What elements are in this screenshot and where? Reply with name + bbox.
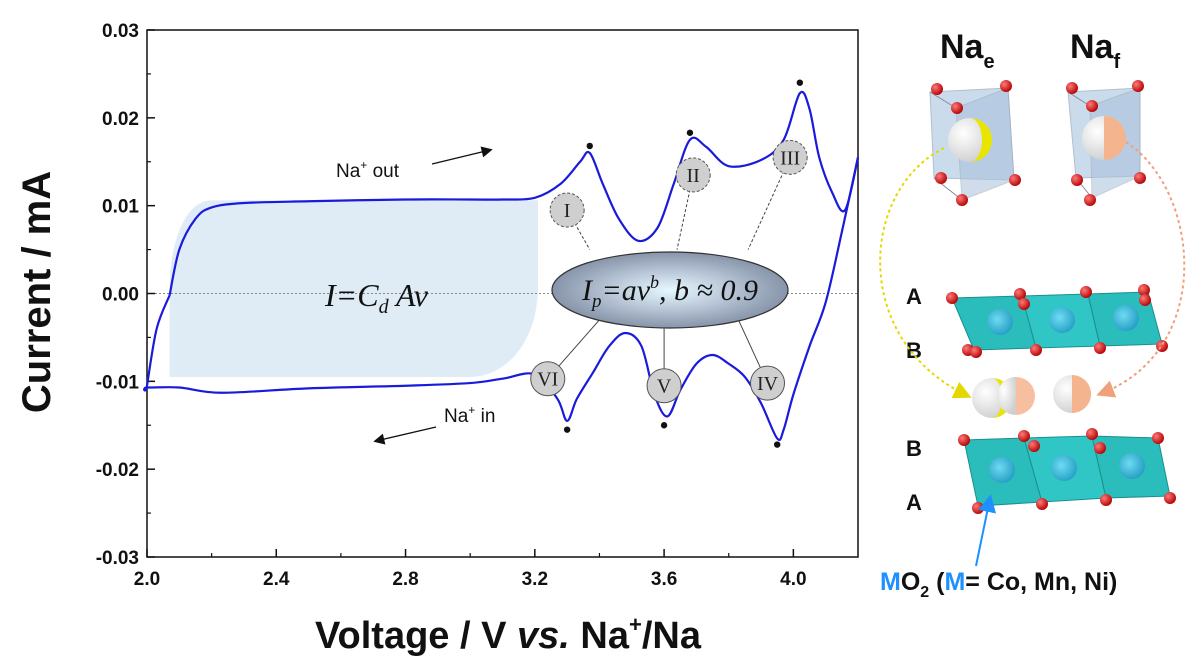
na-in-arrow xyxy=(373,426,437,445)
cv-chart: 2.0 2.4 2.8 3.2 3.6 4.0 -0.03 -0.02 -0.01 0.00 0.… xyxy=(15,21,860,657)
peak-label: I xyxy=(564,200,571,222)
peak-marker xyxy=(686,129,694,136)
peak-label-badge xyxy=(750,365,786,401)
y-tick-label: -0.03 xyxy=(96,548,139,569)
y-axis: -0.03 -0.02 -0.01 0.00 0.01 0.02 0.03 xyxy=(96,21,155,569)
peak-marker xyxy=(774,441,781,448)
na-e-label: Nae xyxy=(940,28,995,73)
x-tick-label: 4.0 xyxy=(780,569,806,590)
layer-label-b-bottom: B xyxy=(906,436,922,461)
x-tick-label: 2.4 xyxy=(263,569,290,590)
y-tick-label: -0.01 xyxy=(96,372,140,393)
y-tick-label: 0.02 xyxy=(102,109,139,130)
layer-label-a-bottom: A xyxy=(906,490,922,515)
peak-marker xyxy=(563,426,571,433)
na-f-prism xyxy=(1066,80,1146,206)
peak-marker xyxy=(796,79,804,86)
peak-label: III xyxy=(780,147,800,169)
capacitive-region xyxy=(169,200,539,377)
x-axis-title: Voltage / V vs. Na+/Na xyxy=(315,612,702,657)
peak-markers xyxy=(563,79,804,448)
x-tick-label: 3.2 xyxy=(522,569,548,590)
y-axis-title: Current / mA xyxy=(15,171,59,413)
mo2-layer-bottom xyxy=(958,428,1176,514)
mo2-formula: MO2 (M= Co, Mn, Ni) xyxy=(880,568,1117,601)
na-f-label: Naf xyxy=(1070,28,1120,73)
x-tick-label: 2.0 xyxy=(134,569,160,590)
capacitive-equation: I=Cd Av xyxy=(324,277,429,318)
x-tick-label: 3.6 xyxy=(651,569,677,590)
na-f-migration-arrow xyxy=(1096,141,1186,398)
na-e-prism xyxy=(929,80,1021,206)
peak-label: II xyxy=(687,165,700,187)
mo2-pointer-arrow xyxy=(975,494,996,567)
discharge-curve xyxy=(143,157,860,442)
peak-label-badge xyxy=(646,368,682,404)
layer-label-b-top: B xyxy=(906,338,922,363)
peak-equation: Ip=avb, b ≈ 0.9 xyxy=(581,272,758,312)
peak-label: VI xyxy=(537,369,558,391)
na-e-migration-arrow xyxy=(879,147,972,399)
peak-label-badge xyxy=(530,361,566,397)
mo2-layer-top xyxy=(946,284,1168,358)
peak-equation-ellipse xyxy=(551,251,789,329)
interlayer-na-ions xyxy=(972,375,1091,418)
peak-marker xyxy=(660,422,668,429)
peak-label-badge xyxy=(549,192,585,228)
peak-label: V xyxy=(657,376,672,398)
y-tick-label: 0.03 xyxy=(102,21,139,42)
peak-label: IV xyxy=(757,373,779,395)
peak-marker xyxy=(586,142,593,150)
y-tick-label: -0.02 xyxy=(96,460,139,481)
na-out-arrow xyxy=(431,146,493,165)
peak-label-badge xyxy=(675,157,711,193)
crystal-structure-panel: Nae Naf xyxy=(879,28,1186,601)
y-tick-label: 0.00 xyxy=(102,285,139,306)
na-out-label: Na+ out xyxy=(336,158,400,182)
x-tick-label: 2.8 xyxy=(392,569,418,590)
charge-curve xyxy=(168,90,860,296)
peak-label-badge xyxy=(772,139,808,175)
layer-label-a-top: A xyxy=(906,284,922,309)
x-axis: 2.0 2.4 2.8 3.2 3.6 4.0 xyxy=(134,549,807,590)
y-tick-label: 0.01 xyxy=(102,197,139,218)
na-in-label: Na+ in xyxy=(444,403,495,427)
